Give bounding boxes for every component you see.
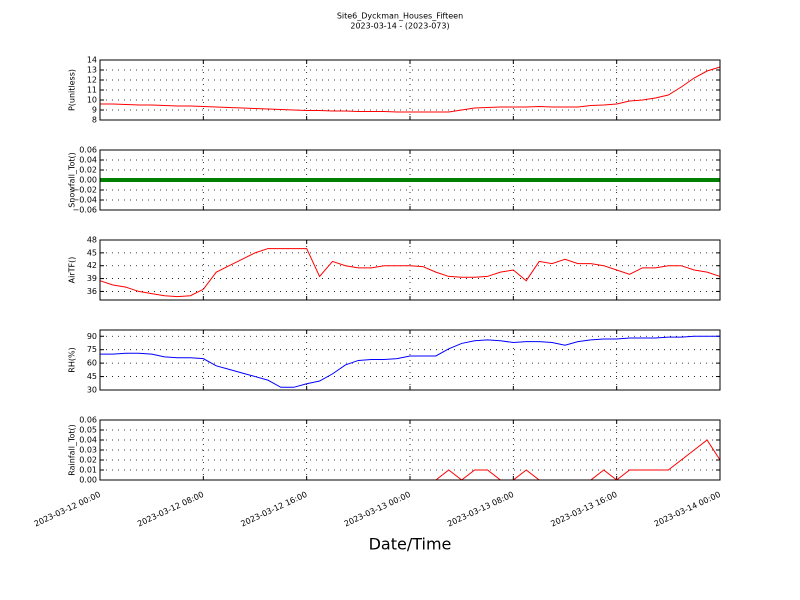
y-tick-label: 0.00	[79, 476, 97, 485]
plot-frame	[99, 239, 721, 301]
x-tick-label: 2023-03-13 08:00	[446, 490, 515, 529]
y-axis-label: P(unitless)	[68, 69, 77, 111]
y-tick-label: 0.01	[79, 466, 97, 475]
y-tick-label: 14	[87, 56, 97, 65]
y-tick-label: 75	[87, 345, 97, 354]
x-tick-label: 2023-03-13 16:00	[549, 490, 618, 529]
plot-frame	[99, 419, 721, 481]
y-tick-label: 0.00	[79, 176, 97, 185]
y-tick-label: 36	[87, 287, 97, 296]
y-tick-label: 0.06	[79, 146, 97, 155]
x-axis-label: Date/Time	[369, 535, 452, 554]
data-line	[99, 248, 721, 298]
y-axis-label: Snowfall_Tot()	[68, 152, 77, 208]
plot-frame	[99, 149, 721, 211]
y-tick-label: 45	[87, 248, 97, 257]
y-tick-label: −0.06	[72, 206, 97, 215]
y-axis-label: Rainfall_Tot()	[68, 424, 77, 476]
y-tick-label: 0.04	[79, 156, 97, 165]
x-tick-label: 2023-03-14 00:00	[653, 490, 722, 529]
y-tick-label: 48	[87, 236, 97, 245]
y-tick-label: 39	[87, 274, 97, 283]
y-tick-label: 0.02	[79, 166, 97, 175]
y-tick-label: 13	[87, 66, 97, 75]
y-tick-label: 8	[92, 116, 97, 125]
y-tick-label: 0.06	[79, 416, 97, 425]
y-tick-label: −0.04	[72, 196, 97, 205]
y-axis-label: RH(%)	[68, 347, 77, 372]
x-tick-label: 2023-03-12 00:00	[33, 490, 102, 529]
chart-subtitle: 2023-03-14 - (2023-073)	[350, 22, 449, 31]
y-tick-label: 90	[87, 332, 97, 341]
y-tick-label: 11	[87, 86, 97, 95]
y-tick-label: 0.04	[79, 436, 97, 445]
chart-title: Site6_Dyckman_Houses_Fifteen	[337, 12, 463, 21]
y-tick-label: 42	[87, 261, 97, 270]
y-tick-label: 30	[87, 386, 97, 395]
plot-frame	[99, 329, 721, 391]
data-line	[100, 335, 720, 388]
y-tick-label: 0.03	[79, 446, 97, 455]
plot-frame	[99, 59, 721, 121]
y-tick-label: 45	[87, 372, 97, 381]
x-tick-label: 2023-03-13 00:00	[343, 490, 412, 529]
y-tick-label: 0.02	[79, 456, 97, 465]
data-line	[100, 66, 721, 113]
y-tick-label: 10	[87, 96, 97, 105]
y-axis-label: AirTF()	[68, 257, 77, 284]
y-tick-label: 9	[92, 106, 97, 115]
x-tick-label: 2023-03-12 08:00	[136, 490, 205, 529]
y-tick-label: 60	[87, 359, 97, 368]
y-tick-label: 12	[87, 76, 97, 85]
y-tick-label: 0.05	[79, 426, 97, 435]
y-tick-label: −0.02	[72, 186, 97, 195]
x-tick-label: 2023-03-12 16:00	[239, 490, 308, 529]
